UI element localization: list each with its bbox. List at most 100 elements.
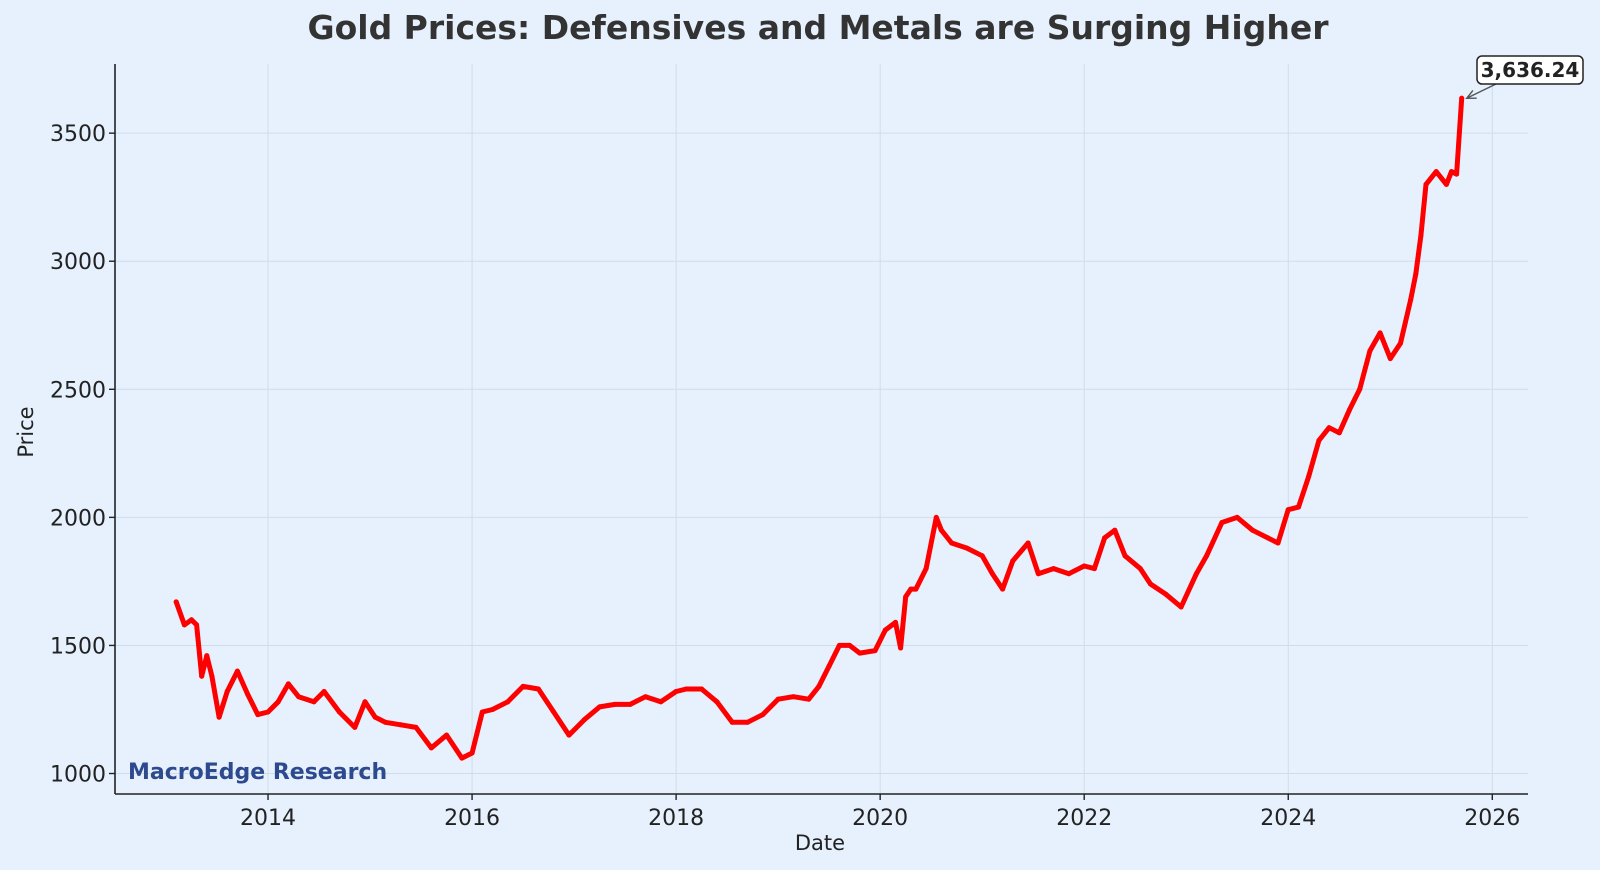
- data-point: [847, 642, 853, 648]
- data-point: [1066, 571, 1072, 577]
- data-point: [1347, 407, 1352, 413]
- data-point: [1137, 566, 1143, 572]
- data-point: [979, 553, 985, 559]
- data-point: [1296, 504, 1301, 510]
- data-point: [321, 689, 327, 694]
- data-point: [1423, 181, 1429, 187]
- data-point: [224, 689, 230, 694]
- x-tick-label: 2016: [444, 806, 500, 831]
- data-point: [1112, 527, 1118, 533]
- data-point: [658, 699, 664, 705]
- data-point: [1163, 591, 1169, 597]
- data-point: [216, 714, 222, 720]
- y-tick-label: 1500: [50, 634, 106, 659]
- data-point: [816, 683, 822, 689]
- x-tick-label: 2018: [648, 806, 704, 831]
- data-point: [275, 699, 281, 705]
- data-point: [1398, 340, 1403, 346]
- data-point: [398, 722, 404, 728]
- data-point: [898, 645, 904, 651]
- annotation-box: [1476, 55, 1584, 85]
- data-point: [745, 719, 750, 725]
- data-point: [245, 691, 251, 697]
- data-point: [1433, 169, 1439, 175]
- data-point: [551, 709, 557, 715]
- data-point: [459, 755, 465, 761]
- data-point: [1306, 473, 1312, 479]
- x-tick-label: 2020: [852, 806, 908, 831]
- data-point: [699, 686, 705, 692]
- data-point: [893, 619, 898, 625]
- data-point: [1454, 171, 1460, 177]
- data-point: [612, 701, 618, 707]
- grid: [115, 64, 1528, 794]
- data-point: [1193, 571, 1199, 577]
- data-point: [1091, 566, 1097, 572]
- data-point: [1336, 430, 1342, 436]
- y-axis-ticks: 1000 1500 2000 2500 3000 3500: [50, 122, 115, 788]
- data-point: [790, 694, 796, 700]
- data-point: [949, 540, 955, 546]
- y-tick-label: 3000: [50, 250, 106, 275]
- data-point: [265, 709, 271, 715]
- data-point: [643, 694, 648, 700]
- data-point: [1250, 527, 1255, 533]
- annotation-arrowhead: [1465, 89, 1477, 100]
- data-point: [908, 586, 914, 592]
- data-point: [597, 704, 603, 710]
- x-axis-label: Date: [795, 831, 845, 855]
- data-point: [1010, 558, 1016, 564]
- data-point: [673, 689, 679, 694]
- data-point: [938, 527, 944, 533]
- data-point: [714, 699, 720, 705]
- data-point: [1377, 330, 1383, 336]
- data-point: [1148, 581, 1153, 587]
- data-point: [505, 699, 511, 705]
- data-point: [428, 745, 434, 751]
- data-point: [1219, 520, 1225, 525]
- data-point: [535, 686, 541, 692]
- data-point: [836, 642, 842, 648]
- x-axis-ticks: 2014 2016 2018 2020 2022 2024 2026: [240, 794, 1520, 831]
- data-point: [729, 719, 735, 725]
- data-point: [1025, 540, 1031, 546]
- data-point: [1418, 233, 1424, 239]
- data-point: [581, 717, 587, 723]
- data-point: [173, 599, 179, 605]
- data-point: [857, 650, 863, 656]
- data-point: [923, 566, 929, 572]
- data-point: [913, 586, 919, 592]
- data-point: [826, 663, 832, 669]
- data-point: [566, 732, 572, 738]
- data-point: [1357, 386, 1363, 392]
- data-point: [882, 627, 888, 633]
- annotation-arrow: [1466, 83, 1497, 99]
- x-tick-label: 2022: [1056, 806, 1112, 831]
- data-point: [372, 714, 378, 720]
- watermark: MacroEdge Research: [128, 760, 387, 785]
- data-point: [1443, 181, 1449, 187]
- series-line: [173, 95, 1465, 761]
- x-tick-label: 2014: [240, 806, 296, 831]
- data-point: [234, 668, 240, 674]
- data-point: [490, 707, 495, 712]
- data-point: [1122, 553, 1128, 559]
- x-tick-label: 2026: [1464, 806, 1520, 831]
- y-tick-label: 2500: [50, 378, 106, 403]
- data-point: [520, 683, 526, 689]
- data-point: [1265, 535, 1271, 541]
- data-point: [1204, 553, 1210, 559]
- annotation-value: 3,636.24: [1481, 58, 1580, 82]
- chart-title: Gold Prices: Defensives and Metals are S…: [308, 8, 1330, 47]
- y-tick-label: 3500: [50, 122, 106, 147]
- y-tick-label: 2000: [50, 506, 106, 531]
- data-point: [683, 686, 689, 692]
- data-point: [1035, 571, 1041, 577]
- data-point: [469, 750, 475, 756]
- data-point: [1081, 563, 1087, 569]
- data-point: [413, 724, 419, 730]
- data-point: [1234, 514, 1240, 520]
